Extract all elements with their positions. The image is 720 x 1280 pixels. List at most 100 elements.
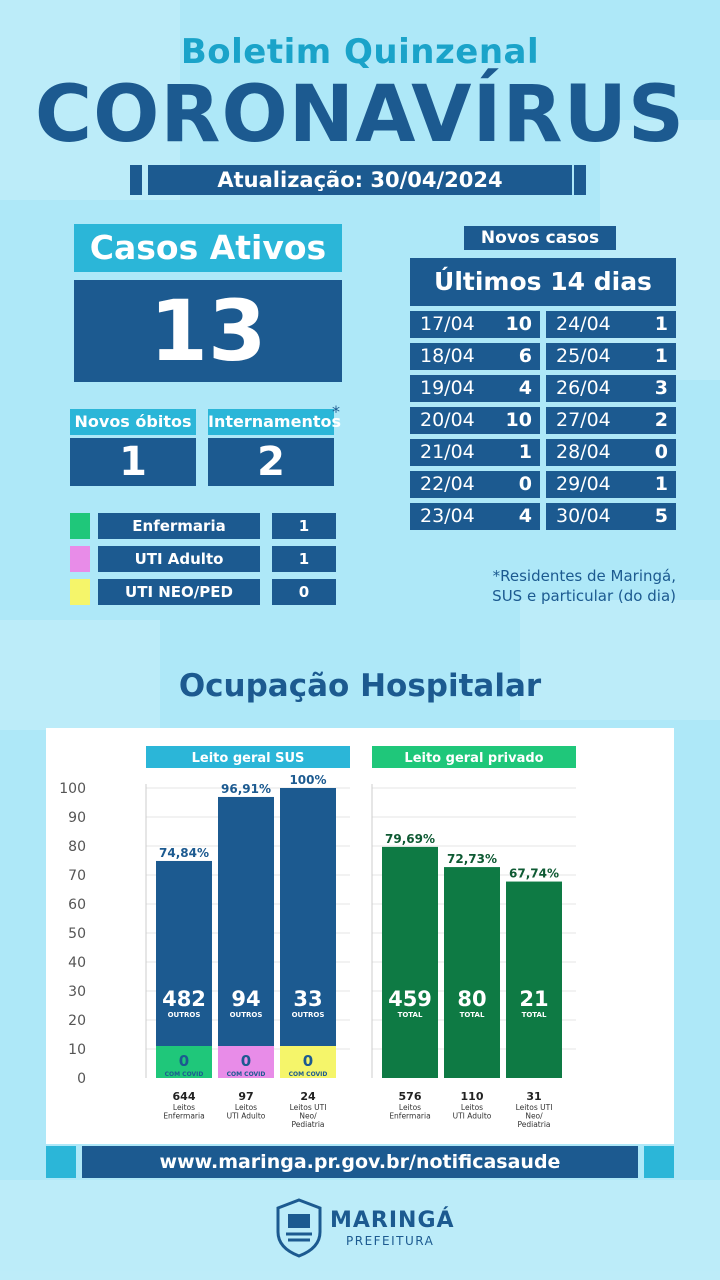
bar-count-label: 21 — [519, 987, 548, 1011]
bed-total-label: 31 — [526, 1090, 541, 1103]
group-title: Leito geral SUS — [192, 751, 305, 766]
y-tick-label: 80 — [68, 839, 86, 855]
bar-percent-label: 96,91% — [221, 782, 271, 796]
y-tick-label: 50 — [68, 926, 86, 942]
group-header — [372, 746, 576, 768]
period-label: Últimos 14 dias — [410, 258, 676, 306]
bar-count-caption: OUTROS — [292, 1011, 325, 1019]
occupancy-bar — [506, 881, 562, 1078]
daily-case-row: 20/04 10 — [410, 407, 540, 434]
website-link[interactable]: www.maringa.pr.gov.br/notificasaude — [82, 1146, 638, 1178]
daily-case-row: 18/04 6 — [410, 343, 540, 370]
y-tick-label: 20 — [68, 1013, 86, 1029]
category-label: Enfermaria — [163, 1112, 204, 1121]
maringa-crest-icon — [276, 1198, 322, 1258]
bed-enfermaria-value: 1 — [272, 513, 336, 539]
daily-case-row: 19/04 4 — [410, 375, 540, 402]
bar-count-label: 80 — [457, 987, 486, 1011]
case-count: 1 — [518, 441, 532, 463]
case-date: 26/04 — [556, 377, 611, 399]
category-label: Leitos — [399, 1103, 421, 1112]
active-cases-label: Casos Ativos — [74, 224, 342, 272]
occupancy-bar — [156, 860, 212, 1078]
category-label: Neo/ — [299, 1112, 317, 1121]
covid-count-label: 0 — [241, 1052, 251, 1070]
category-label: Pediatria — [291, 1120, 324, 1129]
occupancy-bar — [218, 796, 274, 1078]
category-label: Neo/ — [525, 1112, 543, 1121]
new-cases-label: Novos casos — [464, 226, 616, 250]
occupancy-bar — [444, 867, 500, 1078]
case-date: 27/04 — [556, 409, 611, 431]
daily-case-row: 28/04 0 — [546, 439, 676, 466]
bed-total-label: 97 — [238, 1090, 253, 1103]
hospital-section-title: Ocupação Hospitalar — [178, 668, 542, 704]
bulletin-subtitle: Boletim Quinzenal — [180, 32, 540, 72]
update-bar-cap — [130, 165, 142, 195]
case-count: 3 — [654, 377, 668, 399]
daily-case-row: 24/04 1 — [546, 311, 676, 338]
category-label: UTI Adulto — [227, 1112, 266, 1121]
bed-total-label: 24 — [300, 1090, 316, 1103]
case-count: 0 — [654, 441, 668, 463]
case-date: 21/04 — [420, 441, 475, 463]
case-date: 23/04 — [420, 505, 475, 527]
case-count: 10 — [505, 313, 532, 335]
hospitalizations-value: 2 — [208, 438, 334, 486]
bar-count-caption: TOTAL — [522, 1011, 547, 1019]
bed-uti-neo-label: UTI NEO/PED — [98, 579, 260, 605]
bar-count-label: 33 — [293, 987, 322, 1011]
group-header — [146, 746, 350, 768]
case-count: 4 — [518, 505, 532, 527]
case-count: 6 — [518, 345, 532, 367]
url-bar-cap — [644, 1146, 674, 1178]
case-date: 24/04 — [556, 313, 611, 335]
bed-total-label: 644 — [173, 1090, 196, 1103]
category-label: Enfermaria — [389, 1112, 430, 1121]
hospitalizations-label: Internamentos — [208, 409, 341, 435]
footnote: *Residentes de Maringá, SUS e particular… — [458, 566, 676, 606]
y-tick-label: 90 — [68, 810, 86, 826]
case-date: 17/04 — [420, 313, 475, 335]
bar-percent-label: 72,73% — [447, 852, 497, 866]
bed-uti-adulto-value: 1 — [272, 546, 336, 572]
case-date: 19/04 — [420, 377, 475, 399]
daily-case-row: 22/04 0 — [410, 471, 540, 498]
deaths-value: 1 — [70, 438, 196, 486]
case-date: 22/04 — [420, 473, 475, 495]
daily-case-row: 17/04 10 — [410, 311, 540, 338]
update-bar-cap — [574, 165, 586, 195]
case-date: 30/04 — [556, 505, 611, 527]
case-count: 1 — [654, 473, 668, 495]
covid-count-label: 0 — [303, 1052, 313, 1070]
covid-caption: COM COVID — [165, 1071, 204, 1078]
daily-case-row: 29/04 1 — [546, 471, 676, 498]
logo-subtitle: PREFEITURA — [346, 1234, 435, 1248]
covid-bar-segment — [280, 1046, 336, 1078]
category-label: UTI Adulto — [453, 1112, 492, 1121]
uti-neo-color-swatch — [70, 579, 90, 605]
hospital-chart-panel: 100 90 80 70 60 50 40 30 20 10 0 Leito geral SUS 74,… — [46, 728, 674, 1144]
bed-enfermaria-label: Enfermaria — [98, 513, 260, 539]
bar-count-label: 459 — [388, 987, 432, 1011]
case-date: 18/04 — [420, 345, 475, 367]
y-tick-label: 30 — [68, 984, 86, 1000]
case-count: 5 — [654, 505, 668, 527]
covid-caption: COM COVID — [227, 1071, 266, 1078]
background-pattern — [0, 1180, 720, 1280]
group-title: Leito geral privado — [404, 751, 543, 766]
bar-count-label: 482 — [162, 987, 206, 1011]
logo-name: MARINGÁ — [330, 1208, 455, 1233]
y-tick-label: 0 — [77, 1071, 86, 1087]
covid-count-label: 0 — [179, 1052, 189, 1070]
background-pattern — [0, 620, 160, 730]
covid-caption: COM COVID — [289, 1071, 328, 1078]
deaths-label: Novos óbitos — [70, 409, 196, 435]
footnote-line: SUS e particular (do dia) — [492, 587, 676, 605]
daily-case-row: 23/04 4 — [410, 503, 540, 530]
bar-count-caption: OUTROS — [230, 1011, 263, 1019]
category-label: Leitos — [461, 1103, 483, 1112]
case-date: 20/04 — [420, 409, 475, 431]
daily-case-row: 30/04 5 — [546, 503, 676, 530]
